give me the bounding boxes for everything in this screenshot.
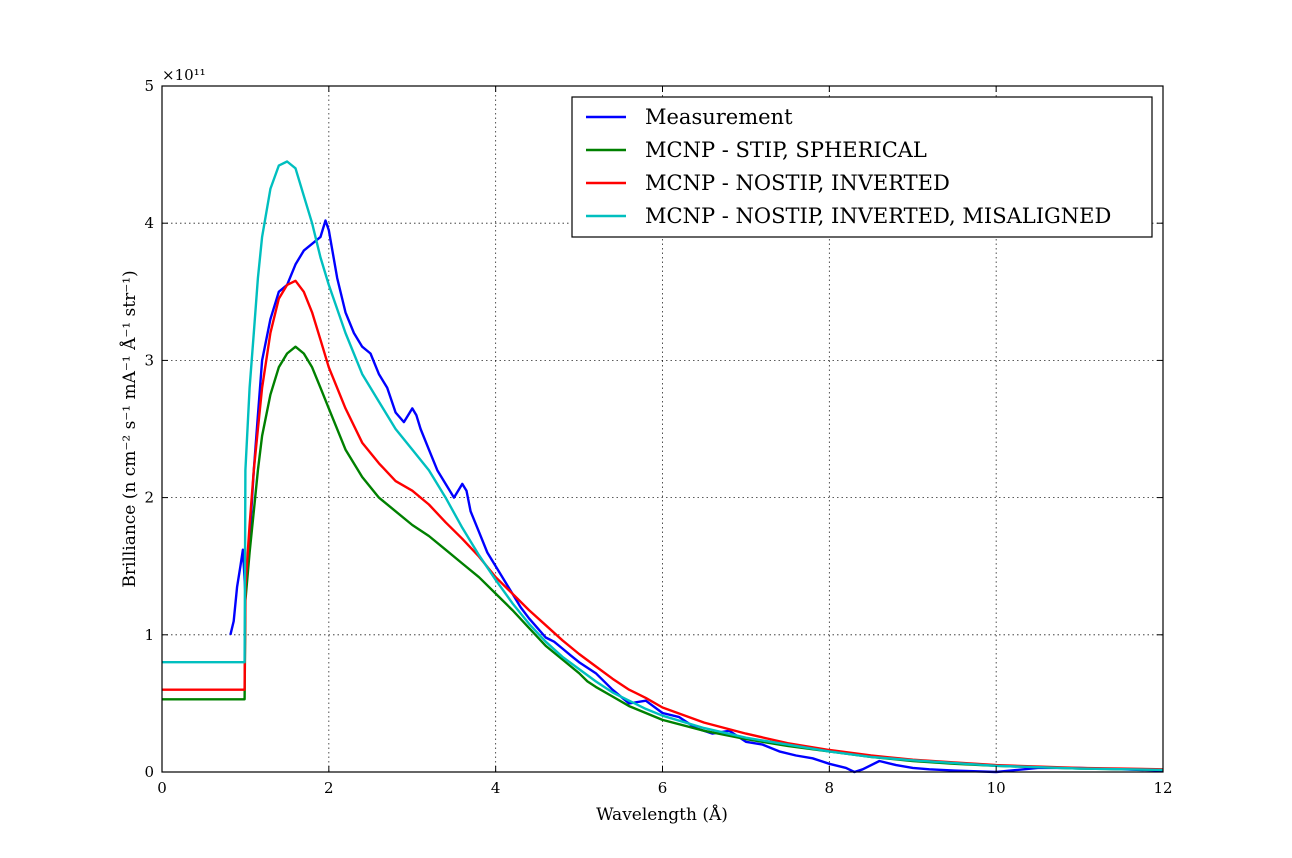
series-line-2 <box>162 345 1164 772</box>
y-tick-label: 1 <box>144 626 154 644</box>
y-axis-label: Brilliance (n cm⁻² s⁻¹ mA⁻¹ Å⁻¹ str⁻¹) <box>119 270 140 587</box>
y-tick-label: 4 <box>144 214 154 232</box>
legend-label-3: MCNP - NOSTIP, INVERTED <box>645 171 950 195</box>
legend-label-2: MCNP - STIP, SPHERICAL <box>645 138 927 162</box>
y-offset-label: ×10¹¹ <box>162 66 206 84</box>
legend-label-4: MCNP - NOSTIP, INVERTED, MISALIGNED <box>645 204 1111 228</box>
series-line-4 <box>162 160 1164 772</box>
series-line-1 <box>229 219 1164 774</box>
y-tick-label: 0 <box>144 763 154 781</box>
x-tick-label: 12 <box>1153 779 1172 797</box>
x-tick-label: 6 <box>658 779 668 797</box>
legend: Measurement MCNP - STIP, SPHERICAL MCNP - … <box>571 96 1153 238</box>
y-tick-label: 5 <box>144 77 154 95</box>
y-tick-label: 2 <box>144 489 154 507</box>
series-line-3 <box>162 279 1164 771</box>
x-tick-label: 8 <box>825 779 835 797</box>
x-tick-label: 10 <box>987 779 1006 797</box>
axis-ticks <box>161 85 1164 773</box>
x-tick-label: 4 <box>491 779 501 797</box>
x-tick-label: 0 <box>157 779 167 797</box>
x-axis-label: Wavelength (Å) <box>596 804 728 825</box>
legend-box <box>571 96 1153 238</box>
x-tick-label: 2 <box>324 779 334 797</box>
y-tick-label: 3 <box>144 351 154 369</box>
legend-label-1: Measurement <box>645 105 793 129</box>
series-lines <box>162 160 1164 774</box>
